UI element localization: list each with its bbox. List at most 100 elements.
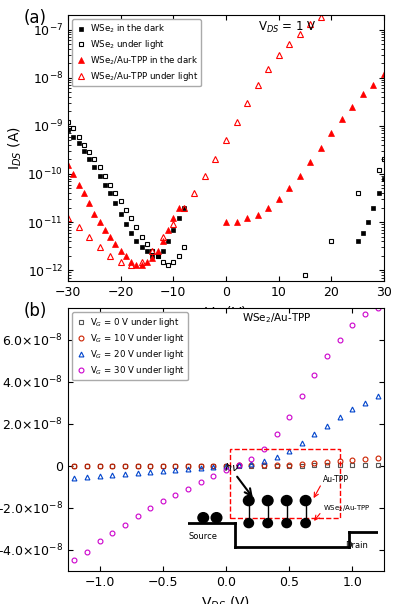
- V$_G$ = 10 V under light: [110, 463, 115, 470]
- WSe$_2$/Au-TPP in the dark: [134, 261, 139, 268]
- WSe$_2$ in the dark: [360, 229, 365, 236]
- V$_G$ = 30 V under light: [186, 485, 190, 492]
- WSe$_2$ in the dark: [108, 190, 112, 197]
- V$_G$ = 0 V under light: [375, 461, 380, 468]
- WSe$_2$/Au-TPP under light: [245, 99, 250, 106]
- V$_G$ = 30 V under light: [198, 479, 203, 486]
- V$_G$ = 10 V under light: [274, 461, 279, 469]
- Line: V$_G$ = 20 V under light: V$_G$ = 20 V under light: [72, 394, 380, 481]
- WSe$_2$ in the dark: [382, 175, 386, 182]
- WSe$_2$/Au-TPP in the dark: [71, 170, 76, 178]
- WSe$_2$ in the dark: [87, 156, 92, 163]
- V$_G$ = 10 V under light: [135, 462, 140, 469]
- V$_G$ = 0 V under light: [211, 462, 216, 469]
- WSe$_2$ under light: [113, 190, 118, 197]
- WSe$_2$ in the dark: [171, 226, 176, 233]
- V$_G$ = 20 V under light: [350, 405, 355, 413]
- V$_G$ = 20 V under light: [375, 393, 380, 400]
- V$_G$ = 20 V under light: [110, 472, 115, 479]
- V$_G$ = 0 V under light: [224, 462, 228, 469]
- V$_G$ = 30 V under light: [84, 548, 89, 556]
- WSe$_2$/Au-TPP in the dark: [150, 254, 155, 262]
- V$_G$ = 10 V under light: [186, 462, 190, 469]
- V$_G$ = 0 V under light: [249, 462, 254, 469]
- WSe$_2$ in the dark: [66, 127, 70, 134]
- WSe$_2$/Au-TPP under light: [118, 258, 123, 265]
- V$_G$ = 20 V under light: [274, 454, 279, 461]
- WSe$_2$ under light: [102, 173, 107, 180]
- V$_G$ = 20 V under light: [148, 468, 152, 475]
- WSe$_2$ under light: [176, 252, 181, 259]
- V$_G$ = 0 V under light: [300, 462, 304, 469]
- WSe$_2$ in the dark: [182, 204, 186, 211]
- V$_G$ = 20 V under light: [262, 458, 266, 465]
- Line: V$_G$ = 10 V under light: V$_G$ = 10 V under light: [72, 456, 380, 469]
- WSe$_2$ under light: [92, 156, 97, 163]
- V$_G$ = 20 V under light: [211, 463, 216, 471]
- X-axis label: V$_G$ (V): V$_G$ (V): [204, 304, 248, 322]
- V$_G$ = 0 V under light: [236, 462, 241, 469]
- WSe$_2$ in the dark: [124, 220, 128, 228]
- WSe$_2$/Au-TPP under light: [97, 243, 102, 251]
- WSe$_2$ under light: [76, 133, 81, 140]
- WSe$_2$/Au-TPP under light: [171, 220, 176, 228]
- WSe$_2$ in the dark: [366, 219, 371, 226]
- WSe$_2$ under light: [87, 149, 92, 156]
- V$_G$ = 30 V under light: [363, 310, 368, 318]
- V$_G$ = 20 V under light: [236, 461, 241, 468]
- V$_G$ = 0 V under light: [363, 461, 368, 469]
- WSe$_2$/Au-TPP under light: [150, 248, 155, 255]
- V$_G$ = 10 V under light: [173, 462, 178, 469]
- WSe$_2$/Au-TPP under light: [350, 0, 355, 2]
- WSe$_2$ under light: [166, 261, 170, 268]
- V$_G$ = 0 V under light: [97, 462, 102, 469]
- WSe$_2$/Au-TPP in the dark: [166, 226, 170, 233]
- V$_G$ = 30 V under light: [337, 336, 342, 343]
- V$_G$ = 10 V under light: [249, 462, 254, 469]
- V$_G$ = 0 V under light: [325, 461, 330, 469]
- V$_G$ = 30 V under light: [97, 538, 102, 545]
- WSe$_2$/Au-TPP in the dark: [139, 261, 144, 268]
- WSe$_2$ in the dark: [155, 252, 160, 259]
- V$_G$ = 0 V under light: [110, 462, 115, 469]
- WSe$_2$ under light: [82, 141, 86, 149]
- V$_G$ = 10 V under light: [300, 460, 304, 467]
- WSe$_2$ under light: [145, 240, 150, 248]
- WSe$_2$ under light: [108, 181, 112, 188]
- V$_G$ = 30 V under light: [173, 492, 178, 499]
- WSe$_2$/Au-TPP under light: [87, 233, 92, 240]
- WSe$_2$/Au-TPP in the dark: [176, 204, 181, 211]
- Line: WSe$_2$/Au-TPP under light: WSe$_2$/Au-TPP under light: [65, 0, 387, 268]
- V$_G$ = 20 V under light: [122, 471, 127, 478]
- WSe$_2$/Au-TPP in the dark: [160, 237, 165, 245]
- WSe$_2$ in the dark: [113, 199, 118, 207]
- WSe$_2$/Au-TPP under light: [202, 173, 207, 180]
- V$_G$ = 30 V under light: [274, 431, 279, 438]
- V$_G$ = 10 V under light: [262, 461, 266, 469]
- V$_G$ = 0 V under light: [186, 462, 190, 469]
- V$_G$ = 30 V under light: [375, 304, 380, 312]
- V$_G$ = 10 V under light: [375, 455, 380, 462]
- V$_G$ = 10 V under light: [198, 462, 203, 469]
- WSe$_2$ under light: [155, 252, 160, 259]
- WSe$_2$ in the dark: [129, 229, 134, 236]
- WSe$_2$ under light: [182, 243, 186, 251]
- V$_G$ = 30 V under light: [287, 414, 292, 421]
- V$_G$ = 20 V under light: [97, 472, 102, 480]
- WSe$_2$ in the dark: [134, 237, 139, 245]
- WSe$_2$/Au-TPP under light: [297, 31, 302, 38]
- V$_G$ = 0 V under light: [262, 462, 266, 469]
- V$_G$ = 30 V under light: [148, 504, 152, 512]
- WSe$_2$/Au-TPP under light: [160, 233, 165, 240]
- WSe$_2$/Au-TPP in the dark: [287, 185, 292, 192]
- WSe$_2$ under light: [382, 156, 386, 163]
- Line: V$_G$ = 30 V under light: V$_G$ = 30 V under light: [72, 306, 380, 563]
- Text: (a): (a): [24, 9, 47, 27]
- WSe$_2$ under light: [376, 167, 381, 174]
- WSe$_2$ under light: [129, 214, 134, 222]
- V$_G$ = 0 V under light: [337, 461, 342, 469]
- V$_G$ = 30 V under light: [350, 321, 355, 329]
- WSe$_2$ in the dark: [371, 204, 376, 211]
- WSe$_2$ in the dark: [97, 173, 102, 180]
- WSe$_2$/Au-TPP in the dark: [82, 190, 86, 197]
